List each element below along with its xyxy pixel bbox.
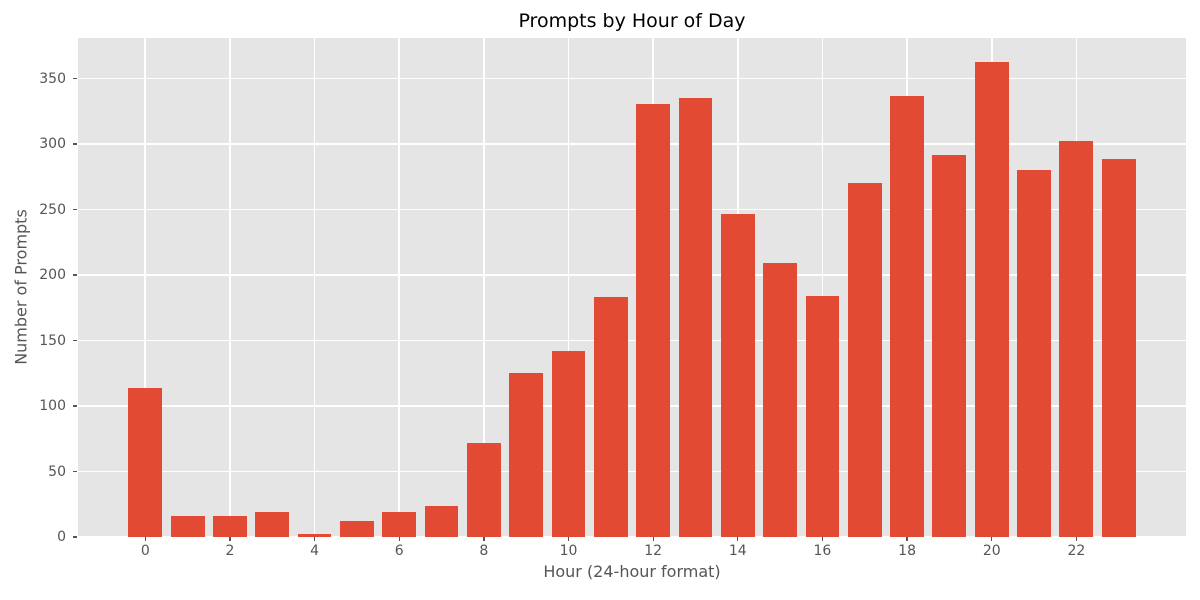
x-tick-label-6: 6	[394, 543, 404, 559]
gridline-y-200	[78, 274, 1186, 276]
bar-hour-12	[636, 103, 671, 537]
x-tick-label-4: 4	[310, 543, 320, 559]
gridline-y-0	[78, 536, 1186, 538]
chart-title: Prompts by Hour of Day	[518, 10, 746, 32]
gridline-x-2	[229, 38, 231, 537]
x-tick-label-2: 2	[225, 543, 235, 559]
bar-hour-7	[424, 505, 459, 537]
bar-hour-20	[974, 61, 1009, 537]
gridline-x-8	[483, 38, 485, 537]
bar-hour-8	[466, 442, 501, 537]
gridline-x-10	[567, 38, 570, 537]
x-tick-label-22: 22	[1067, 543, 1086, 559]
x-axis-label: Hour (24-hour format)	[543, 562, 721, 581]
gridline-x-4	[313, 38, 316, 537]
bar-hour-1	[170, 516, 205, 537]
bar-hour-5	[339, 521, 374, 537]
y-tick-label-250: 250	[39, 201, 66, 218]
y-tick-label-0: 0	[57, 529, 66, 545]
bar-hour-22	[1059, 141, 1094, 537]
x-tick-label-8: 8	[479, 543, 489, 559]
bar-hour-21	[1017, 170, 1051, 537]
y-tick-mark-200	[73, 274, 77, 276]
y-tick-label-100: 100	[39, 398, 66, 415]
y-tick-label-300: 300	[39, 136, 66, 153]
y-axis-label: Number of Prompts	[11, 209, 31, 365]
bar-hour-13	[678, 98, 713, 537]
y-tick-label-50: 50	[48, 463, 66, 480]
bar-hour-0	[128, 387, 163, 537]
bar-hour-6	[382, 512, 417, 537]
bar-hour-10	[551, 351, 586, 537]
bar-hour-15	[763, 263, 798, 537]
y-tick-mark-150	[73, 339, 77, 342]
bar-hour-2	[213, 516, 247, 537]
x-tick-label-20: 20	[982, 543, 1001, 559]
x-tick-label-12: 12	[644, 543, 663, 559]
gridline-y-150	[78, 339, 1186, 342]
x-tick-label-14: 14	[728, 543, 747, 559]
bar-hour-17	[847, 183, 882, 537]
gridline-y-50	[78, 470, 1186, 473]
bar-hour-23	[1101, 158, 1136, 537]
gridline-x-16	[821, 38, 824, 537]
bar-hour-4	[297, 534, 332, 537]
gridline-y-250	[78, 208, 1186, 211]
x-tick-label-10: 10	[559, 543, 578, 559]
bar-hour-16	[805, 296, 840, 537]
y-tick-label-200: 200	[39, 267, 66, 284]
bar-hour-3	[255, 512, 290, 537]
bar-hour-11	[593, 297, 628, 537]
y-tick-mark-100	[73, 405, 77, 407]
y-tick-mark-300	[73, 143, 77, 145]
bar-hour-9	[509, 373, 544, 537]
plot-area	[78, 38, 1186, 538]
gridline-y-300	[78, 143, 1186, 145]
gridline-x-0	[144, 38, 147, 537]
gridline-y-350	[78, 77, 1186, 80]
y-tick-label-150: 150	[39, 332, 66, 349]
x-tick-label-18: 18	[898, 543, 917, 559]
y-tick-mark-350	[73, 77, 77, 80]
x-tick-label-16: 16	[813, 543, 832, 559]
y-tick-mark-250	[73, 208, 77, 211]
y-tick-label-350: 350	[39, 70, 66, 87]
bar-hour-19	[932, 154, 967, 537]
bar-hour-14	[720, 213, 755, 537]
x-tick-label-0: 0	[140, 543, 150, 559]
y-tick-mark-0	[73, 536, 77, 538]
gridline-y-100	[78, 405, 1186, 407]
gridline-x-6	[398, 38, 401, 537]
y-tick-mark-50	[73, 470, 77, 473]
bar-hour-18	[890, 95, 924, 537]
